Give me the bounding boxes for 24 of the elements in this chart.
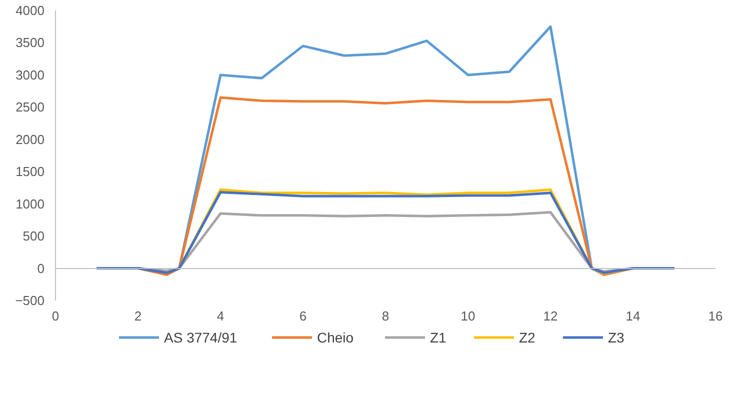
x-tick-label: 14: [626, 308, 640, 324]
legend-label: Z2: [519, 330, 536, 346]
x-tick-label: 4: [216, 308, 224, 324]
y-tick-label: 2000: [16, 132, 44, 147]
x-tick-label: 2: [134, 308, 142, 324]
y-tick-label: 2500: [16, 100, 44, 115]
x-tick-label: 8: [382, 308, 390, 324]
legend-label: AS 3774/91: [164, 330, 238, 346]
y-tick-label: 4000: [16, 3, 44, 18]
legend-label: Cheio: [317, 330, 354, 346]
legend-label: Z1: [430, 330, 447, 346]
x-tick-label: 12: [543, 308, 558, 324]
y-tick-label: 0: [37, 260, 45, 276]
y-tick-label: 3000: [16, 67, 44, 82]
y-tick-label: 1500: [16, 164, 44, 180]
legend-label: Z3: [608, 330, 625, 346]
x-tick-label: 10: [460, 308, 476, 324]
y-tick-label: −500: [15, 293, 45, 308]
y-tick-label: 3500: [16, 35, 44, 50]
y-tick-label: 1000: [16, 196, 44, 212]
x-tick-label: 0: [52, 308, 60, 324]
y-tick-label: 500: [22, 228, 45, 244]
x-tick-label: 16: [708, 308, 723, 324]
x-tick-label: 6: [299, 308, 307, 324]
